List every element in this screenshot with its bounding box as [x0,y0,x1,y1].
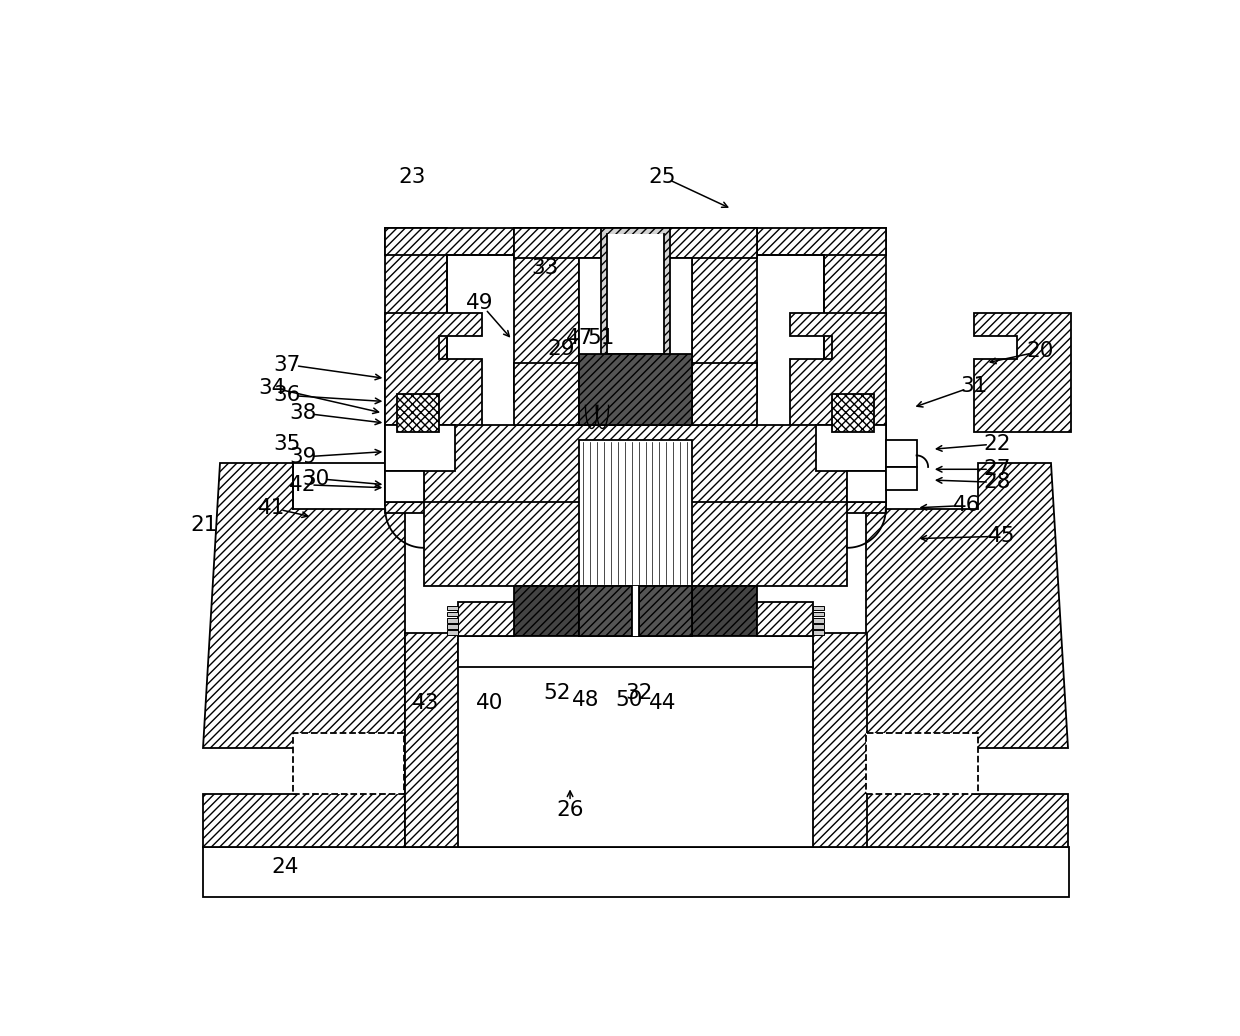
Text: 43: 43 [413,693,440,714]
Polygon shape [812,611,825,616]
Text: 48: 48 [572,690,599,711]
Bar [386,425,885,513]
Polygon shape [203,463,404,846]
Polygon shape [812,630,825,635]
Text: 31: 31 [961,376,988,396]
Text: 29: 29 [547,339,574,359]
Polygon shape [975,313,1070,432]
Text: 41: 41 [258,497,285,518]
Polygon shape [812,617,825,623]
Text: 32: 32 [626,683,653,702]
Text: 47: 47 [567,328,594,348]
Polygon shape [459,602,513,636]
Bar [692,228,758,402]
Bar [513,363,758,425]
Bar [513,228,758,258]
Text: 50: 50 [615,690,644,711]
Bar [885,440,916,467]
Bar [459,636,812,667]
Bar [386,425,455,470]
Text: 33: 33 [531,258,558,278]
Bar [867,732,978,795]
Bar [513,228,579,402]
Polygon shape [867,463,1068,846]
Bar [513,586,758,636]
Bar [847,470,885,501]
Polygon shape [446,606,459,610]
Bar [404,633,867,846]
Bar [579,258,692,402]
Bar [293,732,404,795]
Bar [386,470,424,501]
Bar [640,586,692,636]
Bar [579,586,631,636]
Text: 52: 52 [543,683,570,702]
Text: 30: 30 [303,468,330,489]
Text: 35: 35 [274,434,301,454]
Bar [825,228,885,506]
Text: 25: 25 [649,167,676,186]
Text: 38: 38 [289,403,316,423]
Text: 39: 39 [289,447,316,467]
Bar [459,640,812,846]
Text: 51: 51 [588,328,615,348]
Polygon shape [446,624,459,629]
Text: 46: 46 [952,495,981,516]
Bar [293,732,404,795]
Bar [608,234,663,353]
Text: 40: 40 [475,693,503,714]
Text: 26: 26 [557,800,584,819]
Text: 42: 42 [289,474,316,494]
Text: 24: 24 [272,858,299,877]
Bar [203,846,1069,896]
Text: 28: 28 [983,472,1011,492]
Polygon shape [386,483,424,501]
Bar [424,501,847,586]
Bar [601,228,670,363]
Text: 23: 23 [398,167,425,186]
Polygon shape [446,630,459,635]
Polygon shape [758,602,812,636]
Text: 34: 34 [258,378,285,398]
Text: 20: 20 [1025,342,1054,362]
Bar [816,425,885,470]
Bar [885,467,916,490]
Text: 22: 22 [983,434,1011,454]
Bar [386,228,446,506]
Bar [397,394,439,432]
Bar [832,394,874,432]
Polygon shape [446,617,459,623]
Bar [579,353,692,425]
Text: 45: 45 [987,526,1016,546]
Text: 36: 36 [274,385,301,405]
Text: 37: 37 [274,354,301,375]
Bar [579,586,692,636]
Polygon shape [812,624,825,629]
Text: 21: 21 [191,515,218,535]
Polygon shape [386,313,481,432]
Bar [386,228,885,255]
Text: 49: 49 [466,293,494,313]
Polygon shape [790,313,885,432]
Polygon shape [812,606,825,610]
Text: 44: 44 [649,693,676,714]
Text: 27: 27 [983,459,1011,480]
Bar [579,440,692,586]
Bar [631,586,640,636]
Polygon shape [446,611,459,616]
Bar [579,363,692,425]
Polygon shape [847,483,885,501]
